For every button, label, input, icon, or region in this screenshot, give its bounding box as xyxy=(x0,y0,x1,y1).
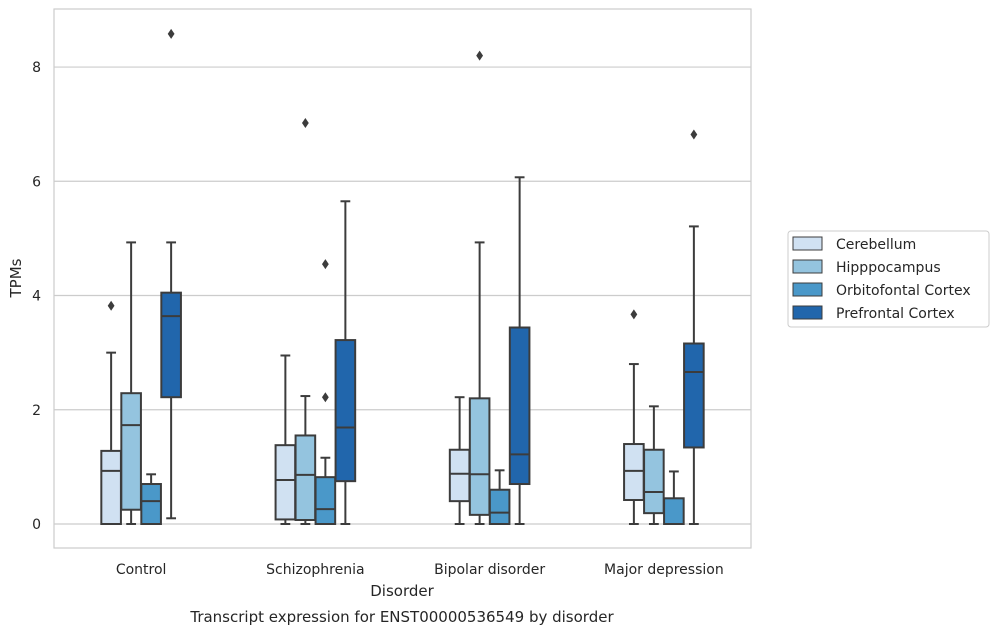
box-body xyxy=(100,449,122,526)
y-tick-label-8: 8 xyxy=(32,60,41,76)
legend: Cerebellum Hipppocampus Orbitofontal Corte… xyxy=(787,230,990,328)
y-tick-label-4: 4 xyxy=(32,289,41,305)
box-2-0 xyxy=(448,396,471,525)
outlier-point xyxy=(630,309,638,320)
box-1-3 xyxy=(334,200,357,525)
y-tick-label-0: 0 xyxy=(32,517,41,533)
box-1-2 xyxy=(314,259,337,525)
y-axis-title: TPMs xyxy=(7,258,25,298)
box-1-1 xyxy=(294,118,317,525)
outlier-point xyxy=(690,129,698,140)
y-tick-label-6: 6 xyxy=(32,174,41,190)
box-0-0 xyxy=(100,300,122,526)
box-3-2 xyxy=(663,470,685,525)
box-body xyxy=(120,392,142,511)
legend-frame xyxy=(787,230,990,328)
box-body xyxy=(468,397,491,516)
box-1-0 xyxy=(274,354,297,525)
outlier-point xyxy=(167,28,175,39)
x-tick-label-1: Schizophrenia xyxy=(266,562,364,578)
box-body xyxy=(274,444,297,521)
plot-area-frame xyxy=(53,8,752,549)
box-0-3 xyxy=(160,28,182,520)
box-body xyxy=(508,326,531,486)
box-layer xyxy=(100,28,705,526)
legend-swatch-1 xyxy=(792,259,823,274)
box-2-2 xyxy=(488,469,511,525)
x-tick-labels: Control Schizophrenia Bipolar disorder Majo… xyxy=(116,562,724,578)
box-body xyxy=(683,342,705,449)
box-body xyxy=(314,476,337,525)
x-tick-label-0: Control xyxy=(116,562,167,578)
legend-label-1: Hipppocampus xyxy=(836,260,941,276)
x-tick-label-2: Bipolar disorder xyxy=(434,562,545,578)
box-body xyxy=(488,488,511,525)
legend-swatch-2 xyxy=(792,282,823,297)
x-axis-title: Disorder xyxy=(370,582,434,600)
outlier-point xyxy=(107,300,115,311)
box-body xyxy=(663,497,685,525)
box-body xyxy=(643,448,665,515)
outlier-point xyxy=(301,118,309,129)
box-3-0 xyxy=(623,309,645,525)
outlier-point xyxy=(476,50,484,61)
box-body xyxy=(623,443,645,502)
box-2-3 xyxy=(508,176,531,525)
figure-caption: Transcript expression for ENST0000053654… xyxy=(189,608,614,626)
box-0-1 xyxy=(120,241,142,525)
legend-swatch-3 xyxy=(792,305,823,320)
legend-label-2: Orbitofontal Cortex xyxy=(836,283,971,299)
outlier-point xyxy=(321,259,329,270)
box-2-1 xyxy=(468,50,491,525)
y-tick-labels: 0 2 4 6 8 xyxy=(32,60,41,533)
box-body xyxy=(140,483,162,525)
box-body xyxy=(334,339,357,483)
x-tick-label-3: Major depression xyxy=(604,562,724,578)
box-3-1 xyxy=(643,405,665,525)
box-0-2 xyxy=(140,473,162,525)
box-body xyxy=(448,448,471,503)
legend-swatch-0 xyxy=(792,236,823,251)
box-body xyxy=(294,434,317,522)
legend-label-3: Prefrontal Cortex xyxy=(836,306,955,322)
box-body xyxy=(160,291,182,399)
box-3-3 xyxy=(683,129,705,525)
y-tick-label-2: 2 xyxy=(32,403,41,419)
legend-label-0: Cerebellum xyxy=(836,237,916,253)
outlier-point xyxy=(321,392,329,403)
